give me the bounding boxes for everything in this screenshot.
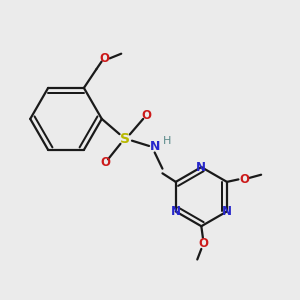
Text: O: O [141, 109, 151, 122]
Text: O: O [99, 52, 109, 65]
Text: O: O [100, 156, 110, 169]
Text: O: O [239, 173, 249, 186]
Text: S: S [120, 132, 130, 146]
Text: N: N [171, 205, 181, 218]
Text: O: O [198, 237, 208, 250]
Text: N: N [222, 205, 232, 218]
Text: N: N [149, 140, 160, 153]
Text: H: H [163, 136, 171, 146]
Text: N: N [196, 160, 206, 174]
